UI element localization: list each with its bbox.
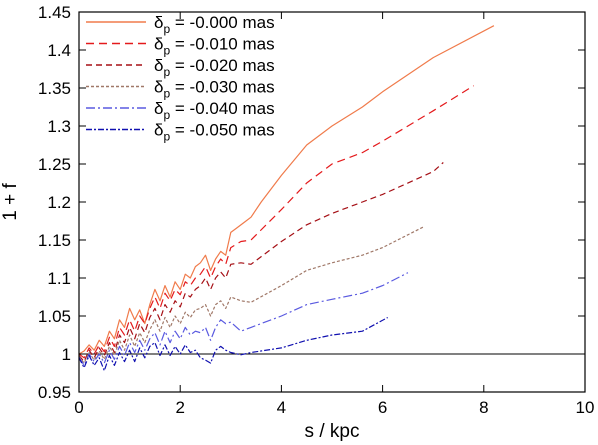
- legend-label-symbol: δ: [154, 121, 163, 140]
- legend-label-6: δp = -0.050 mas: [154, 121, 275, 144]
- x-tick-label: 2: [175, 398, 184, 417]
- legend-label-value: = -0.030 mas: [170, 78, 274, 97]
- legend-label-1: δp = -0.000 mas: [154, 13, 275, 36]
- series-line-6: [78, 316, 388, 372]
- y-tick-label: 1.4: [47, 41, 71, 60]
- legend-label-symbol: δ: [154, 78, 163, 97]
- x-tick-label: 6: [378, 398, 387, 417]
- x-tick-label: 8: [479, 398, 488, 417]
- legend-label-subscript: p: [163, 87, 170, 101]
- y-tick-label: 1.35: [38, 79, 71, 98]
- y-tick-label: 1.15: [38, 231, 71, 250]
- series-line-1: [78, 25, 495, 355]
- legend-label-symbol: δ: [154, 56, 163, 75]
- legend-label-value: = -0.000 mas: [170, 13, 274, 32]
- legend-label-value: = -0.020 mas: [170, 56, 274, 75]
- x-axis-title: s / kpc: [305, 421, 360, 442]
- y-tick-label: 1: [62, 345, 71, 364]
- x-tick-label: 0: [74, 398, 83, 417]
- x-tick-label: 10: [576, 398, 595, 417]
- series-line-5: [78, 272, 409, 366]
- legend-label-subscript: p: [163, 130, 170, 144]
- legend-label-subscript: p: [163, 108, 170, 122]
- y-tick-label: 1.25: [38, 155, 71, 174]
- legend-label-subscript: p: [163, 44, 170, 58]
- legend-label-value: = -0.050 mas: [170, 121, 274, 140]
- y-tick-label: 1.2: [47, 193, 71, 212]
- legend-label-value: = -0.040 mas: [170, 99, 274, 118]
- series-line-3: [78, 162, 444, 363]
- x-tick-label: 4: [277, 398, 286, 417]
- legend-label-5: δp = -0.040 mas: [154, 99, 275, 122]
- legend-label-symbol: δ: [154, 13, 163, 32]
- y-tick-label: 1.05: [38, 307, 71, 326]
- legend-label-4: δp = -0.030 mas: [154, 78, 275, 101]
- legend-label-symbol: δ: [154, 99, 163, 118]
- legend-label-2: δp = -0.010 mas: [154, 35, 275, 58]
- y-tick-label: 1.1: [47, 269, 71, 288]
- legend-label-subscript: p: [163, 65, 170, 79]
- legend-label-symbol: δ: [154, 35, 163, 54]
- y-axis-title: 1 + f: [0, 183, 21, 221]
- y-tick-label: 0.95: [38, 383, 71, 402]
- y-tick-label: 1.45: [38, 3, 71, 22]
- series-line-2: [78, 85, 475, 359]
- legend-label-subscript: p: [163, 22, 170, 36]
- y-tick-label: 1.3: [47, 117, 71, 136]
- legend-label-3: δp = -0.020 mas: [154, 56, 275, 79]
- legend-label-value: = -0.010 mas: [170, 35, 274, 54]
- series-line-4: [78, 226, 424, 364]
